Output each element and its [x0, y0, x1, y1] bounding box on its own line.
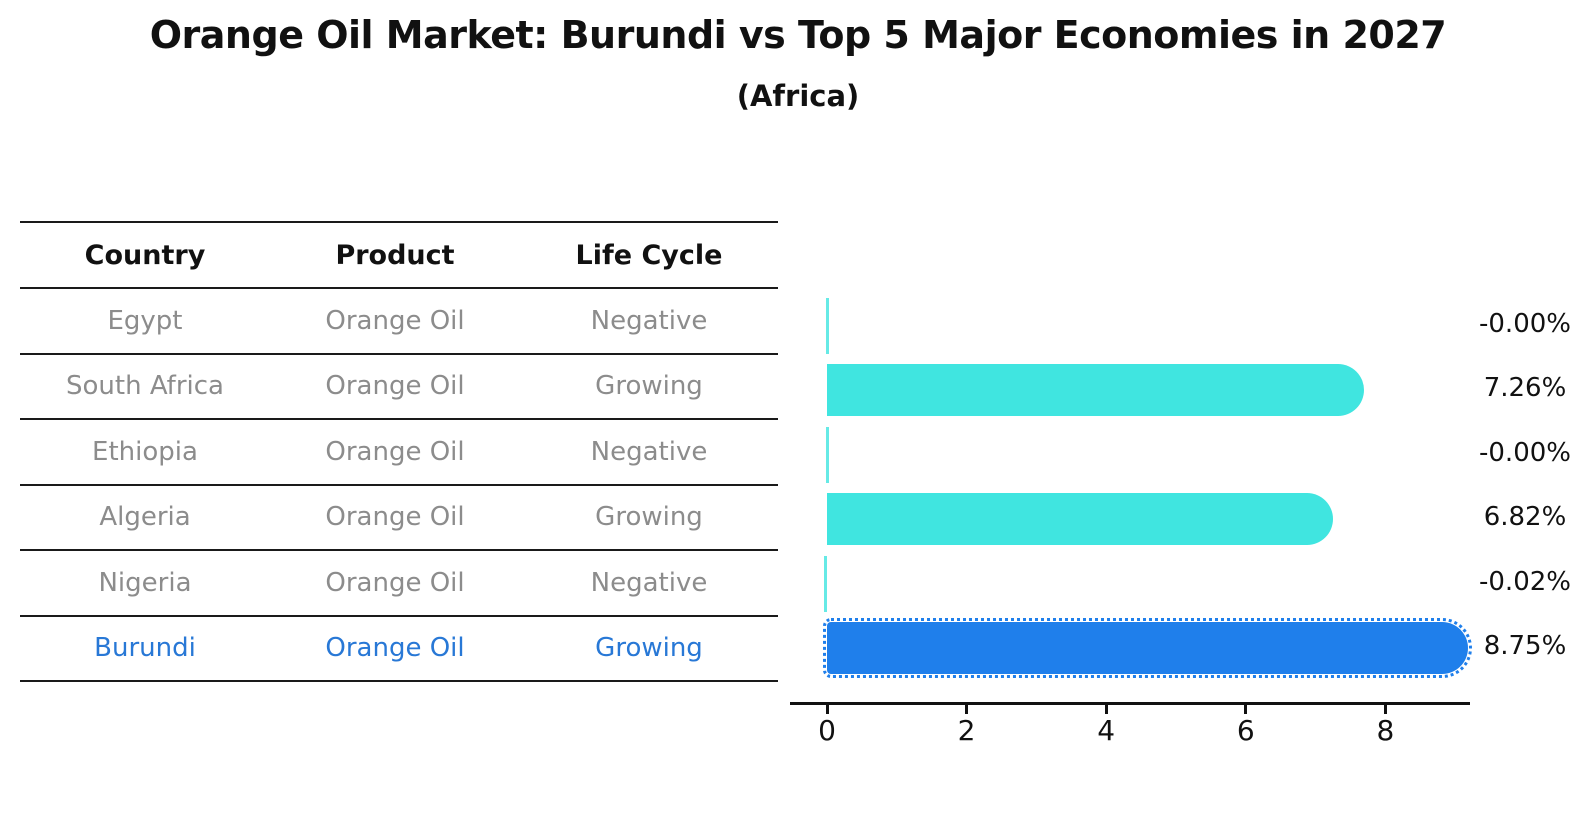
value-label-ethiopia: -0.00% — [1479, 437, 1571, 468]
x-tick-mark-8 — [1383, 705, 1387, 714]
table-row-algeria: Algeria Orange Oil Growing — [20, 486, 778, 551]
cell-life-cycle: Negative — [590, 436, 708, 467]
table-row-egypt: Egypt Orange Oil Negative — [20, 289, 778, 355]
x-tick-mark-2 — [965, 705, 969, 714]
zero-bar-nigeria — [824, 555, 828, 612]
cell-country: South Africa — [66, 371, 224, 402]
x-tick-label-6: 6 — [1236, 714, 1255, 747]
column-header-life-cycle: Life Cycle — [575, 239, 723, 271]
cell-country: Egypt — [107, 305, 183, 336]
table-header-row: Country Product Life Cycle — [20, 223, 778, 289]
value-label-algeria: 6.82% — [1483, 502, 1567, 532]
value-label-burundi: 8.75% — [1483, 631, 1567, 661]
chart-title: Orange Oil Market: Burundi vs Top 5 Majo… — [149, 13, 1447, 57]
cell-life-cycle: Growing — [595, 633, 703, 664]
chart-subtitle: (Africa) — [736, 79, 860, 113]
x-tick-label-8: 8 — [1376, 714, 1395, 747]
column-header-product: Product — [335, 239, 455, 271]
cell-product: Orange Oil — [325, 502, 465, 533]
x-tick-mark-6 — [1244, 705, 1248, 714]
cell-life-cycle: Growing — [595, 502, 703, 533]
cell-country: Algeria — [99, 502, 191, 533]
x-tick-label-0: 0 — [818, 714, 836, 747]
table-row-ethiopia: Ethiopia Orange Oil Negative — [20, 420, 778, 486]
cell-product: Orange Oil — [325, 436, 465, 467]
bar-burundi — [823, 618, 1472, 678]
value-label-south-africa: 7.26% — [1483, 373, 1567, 403]
zero-bar-ethiopia — [825, 426, 829, 483]
table-row-south-africa: South Africa Orange Oil Growing — [20, 355, 778, 420]
x-tick-label-4: 4 — [1097, 714, 1116, 747]
bar-south-africa — [827, 364, 1364, 416]
table-row-burundi: Burundi Orange Oil Growing — [20, 617, 778, 682]
x-tick-mark-0 — [825, 705, 829, 714]
x-tick-label-2: 2 — [957, 714, 976, 747]
value-label-nigeria: -0.02% — [1479, 566, 1571, 597]
cell-life-cycle: Negative — [590, 305, 708, 336]
cell-country: Burundi — [94, 633, 196, 664]
cell-life-cycle: Growing — [595, 371, 703, 402]
table-row-nigeria: Nigeria Orange Oil Negative — [20, 551, 778, 617]
x-tick-mark-4 — [1104, 705, 1108, 714]
cell-product: Orange Oil — [325, 371, 465, 402]
column-header-country: Country — [84, 239, 206, 271]
cell-product: Orange Oil — [325, 567, 465, 598]
x-axis-line — [790, 702, 1470, 705]
cell-country: Ethiopia — [92, 436, 198, 467]
bar-algeria — [827, 493, 1334, 545]
cell-product: Orange Oil — [325, 305, 465, 336]
zero-bar-egypt — [825, 297, 829, 354]
cell-country: Nigeria — [98, 567, 192, 598]
country-table: Country Product Life Cycle Egypt Orange … — [20, 221, 778, 682]
cell-product: Orange Oil — [325, 633, 465, 664]
cell-life-cycle: Negative — [590, 567, 708, 598]
value-label-egypt: -0.00% — [1479, 308, 1571, 339]
